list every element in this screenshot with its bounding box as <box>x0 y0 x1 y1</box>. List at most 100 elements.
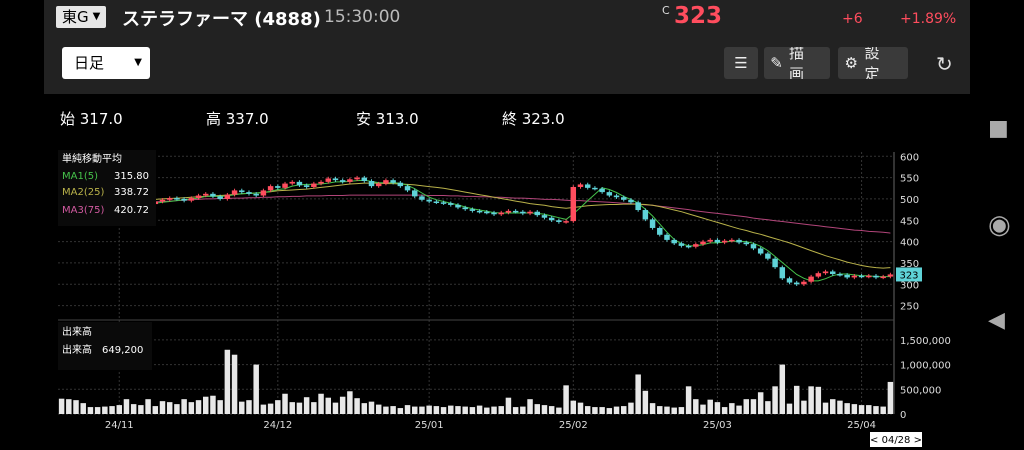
candle <box>707 239 713 242</box>
volume-bar <box>649 403 656 414</box>
volume-tick-label: 500,000 <box>900 385 941 396</box>
volume-bar <box>520 406 526 414</box>
candle <box>505 210 512 213</box>
candle <box>412 190 418 197</box>
candle <box>368 181 375 187</box>
volume-bar <box>642 390 649 414</box>
volume-bar <box>808 386 814 414</box>
high-price: 高 337.0 <box>206 110 269 128</box>
back-icon[interactable]: ◀ <box>988 308 1005 333</box>
volume-bar <box>628 402 634 414</box>
price-tick-label: 350 <box>900 259 919 270</box>
candle <box>448 203 454 205</box>
price-tick-label: 250 <box>900 302 919 313</box>
date-tick-label: 25/02 <box>559 420 588 431</box>
candle <box>383 180 389 184</box>
volume-bar <box>195 400 202 414</box>
volume-bar <box>678 407 685 414</box>
volume-legend-title: 出来高 <box>62 325 92 338</box>
volume-bar <box>873 406 879 414</box>
volume-bar <box>772 386 778 414</box>
candle <box>822 271 829 274</box>
volume-bar <box>145 399 151 414</box>
candle <box>649 219 656 228</box>
quote-header: 東G ▼ ステラファーマ (4888) 15:30:00 C 323 +6 +1.… <box>44 0 970 36</box>
volume-bar <box>505 397 512 414</box>
candle <box>635 202 641 211</box>
stock-name: ステラファーマ (4888) <box>122 9 321 30</box>
volume-bar <box>837 400 843 414</box>
candle <box>354 177 360 180</box>
volume-bar <box>58 398 65 414</box>
candle <box>534 211 540 216</box>
volume-bar <box>188 402 195 414</box>
cursor-date-label[interactable]: < 04/28 > <box>870 432 922 447</box>
candle <box>512 210 519 213</box>
volume-bar <box>347 391 353 414</box>
volume-bar <box>361 403 368 414</box>
candle <box>858 275 865 278</box>
volume-bar <box>786 403 793 414</box>
candle <box>678 243 685 246</box>
volume-bar <box>563 385 569 414</box>
candle <box>657 227 663 235</box>
volume-bar <box>613 406 620 414</box>
volume-bar <box>116 405 122 414</box>
ma2-value: 338.72 <box>114 187 149 198</box>
ma3-value: 420.72 <box>114 205 149 216</box>
volume-bar <box>339 396 346 414</box>
volume-bar <box>419 406 425 414</box>
volume-bar <box>815 386 822 414</box>
settings-button[interactable]: ⚙ 設定 <box>838 47 908 79</box>
candle <box>282 183 288 188</box>
price-tick-label: 300 <box>900 280 919 291</box>
date-tick-label: 24/12 <box>263 420 292 431</box>
home-icon[interactable]: ◉ <box>988 210 1011 240</box>
price-change-percent: +1.89% <box>900 11 957 27</box>
date-tick-label: 25/03 <box>703 420 732 431</box>
volume-bar <box>159 401 166 414</box>
candle <box>801 281 807 285</box>
volume-bar <box>246 400 252 414</box>
cursor-date: < 04/28 > <box>870 435 922 446</box>
volume-bar <box>289 402 295 414</box>
gear-icon: ⚙ <box>844 54 858 72</box>
volume-bar <box>721 407 728 414</box>
price-tick-label: 600 <box>900 152 919 163</box>
candle <box>375 183 382 187</box>
volume-bar <box>700 404 706 414</box>
indicator-list-button[interactable]: ☰ <box>724 47 758 79</box>
volume-bar <box>397 408 404 414</box>
candle <box>484 211 490 214</box>
candle <box>455 204 461 208</box>
period-select[interactable]: 日足 ▼ <box>62 47 150 79</box>
candle <box>332 178 339 181</box>
candle <box>159 199 166 202</box>
volume-bar <box>866 405 872 414</box>
volume-bar <box>412 406 418 414</box>
ma-legend-title: 単純移動平均 <box>62 152 122 165</box>
candle <box>887 274 894 277</box>
candle <box>296 181 303 186</box>
volume-bar <box>822 402 829 414</box>
candle <box>231 190 238 195</box>
recents-icon[interactable]: ■ <box>988 116 1009 141</box>
candle <box>750 244 757 249</box>
volume-bar <box>621 406 627 414</box>
price-tick-label: 400 <box>900 238 919 249</box>
candle <box>397 182 404 187</box>
refresh-icon[interactable]: ↻ <box>936 52 953 76</box>
ma-legend: 単純移動平均 MA1(5) 315.80 MA2(25) 338.72 MA3(… <box>58 150 156 226</box>
candle <box>267 186 274 191</box>
volume-bar <box>203 396 209 414</box>
volume-bar <box>260 404 267 414</box>
market-selector[interactable]: 東G ▼ <box>56 6 107 28</box>
draw-button[interactable]: ✎ 描画 <box>764 47 830 79</box>
ma3-line <box>61 194 891 234</box>
price-chart[interactable]: 600 550 500 450 400 350 300 250 1,500,000 1,000,0… <box>44 142 970 450</box>
candle <box>224 194 231 199</box>
volume-bar <box>729 403 735 414</box>
chevron-down-icon: ▼ <box>134 57 142 68</box>
candle <box>592 187 598 190</box>
candle <box>743 242 749 245</box>
